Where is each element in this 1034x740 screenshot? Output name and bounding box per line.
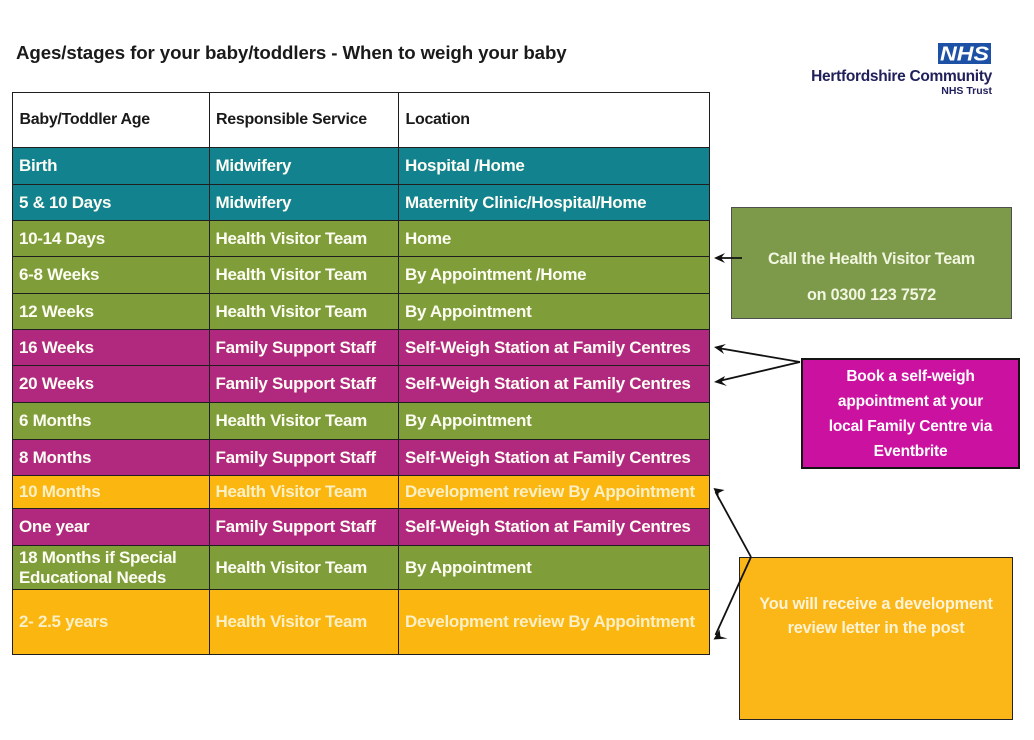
svg-text:NHS: NHS [940,44,990,65]
